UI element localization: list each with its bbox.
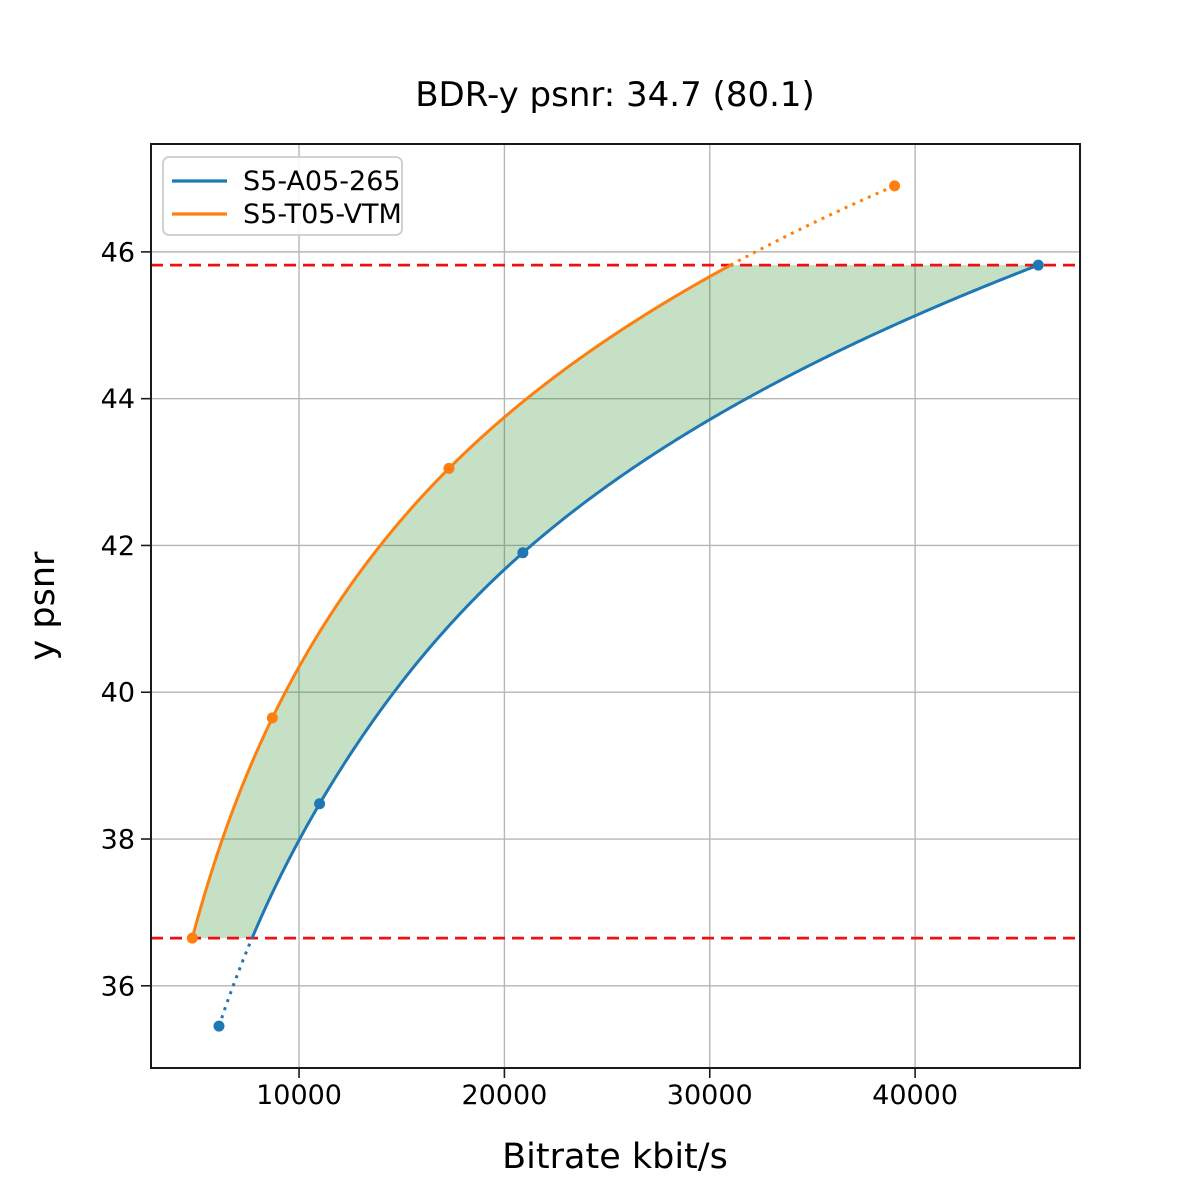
bd-overlap-shaded-area bbox=[192, 265, 1039, 939]
legend-entry-0: S5-A05-265 bbox=[243, 166, 401, 197]
x-tick-label: 30000 bbox=[667, 1080, 753, 1111]
chart-title: BDR-y psnr: 34.7 (80.1) bbox=[415, 75, 815, 115]
data-point-marker bbox=[517, 547, 529, 559]
data-point-marker bbox=[186, 932, 198, 944]
series-dotted-curve bbox=[217, 937, 254, 1027]
x-tick-label: 10000 bbox=[256, 1080, 342, 1111]
legend: S5-A05-265 S5-T05-VTM bbox=[162, 156, 403, 236]
legend-entry-1: S5-T05-VTM bbox=[243, 199, 402, 230]
y-tick-label: 44 bbox=[101, 384, 135, 415]
psnr-bound-lines bbox=[151, 263, 1080, 940]
x-tick-label: 40000 bbox=[872, 1080, 958, 1111]
data-point-marker bbox=[1032, 259, 1044, 271]
series-solid-curve bbox=[250, 263, 1039, 939]
y-tick-label: 40 bbox=[101, 678, 135, 709]
bd-overlap-fill bbox=[192, 265, 1039, 939]
data-point-marker bbox=[266, 712, 278, 724]
data-point-marker bbox=[213, 1020, 225, 1032]
plot-frame bbox=[150, 143, 1081, 1069]
data-point-marker bbox=[889, 180, 901, 192]
y-tick-label: 46 bbox=[101, 237, 135, 268]
series-dotted-curve bbox=[729, 184, 896, 267]
series-solid-curve bbox=[190, 263, 732, 939]
y-tick-label: 38 bbox=[101, 825, 135, 856]
rd-curves bbox=[190, 184, 1039, 1027]
y-tick-label: 36 bbox=[101, 971, 135, 1002]
y-axis-label: y psnr bbox=[23, 551, 63, 660]
data-point-marker bbox=[314, 798, 326, 810]
axes-frame-and-ticks: 10000 20000 30000 40000 36 38 40 42 44 46 bbox=[101, 143, 1081, 1111]
gridlines bbox=[151, 144, 1080, 1068]
data-point-marker bbox=[443, 462, 455, 474]
data-point-markers bbox=[186, 180, 1044, 1032]
x-tick-label: 20000 bbox=[461, 1080, 547, 1111]
x-axis-label: Bitrate kbit/s bbox=[502, 1137, 728, 1177]
y-tick-label: 42 bbox=[101, 531, 135, 562]
